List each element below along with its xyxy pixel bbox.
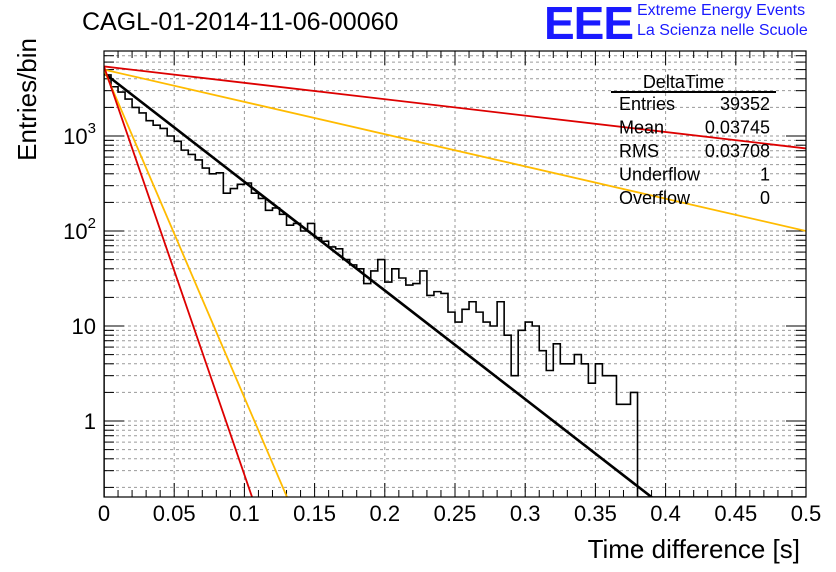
y-axis-title: Entries/bin [12, 38, 42, 161]
x-tick-label: 0.35 [574, 501, 617, 526]
x-tick-label: 0.3 [510, 501, 541, 526]
x-tick-label: 0.5 [791, 501, 822, 526]
stats-box-label: Underflow [619, 165, 701, 185]
x-tick-label: 0.2 [370, 501, 401, 526]
plot-frame [103, 50, 807, 498]
stats-box-label: Overflow [619, 188, 691, 208]
stats-box-value: 1 [760, 165, 770, 185]
logo-line-1: Extreme Energy Events [637, 2, 806, 19]
x-tick-label: 0 [98, 501, 110, 526]
series-line-4 [104, 66, 253, 497]
stats-box-label: Entries [619, 94, 675, 114]
x-tick-label: 0.1 [229, 501, 260, 526]
x-tick-label: 0.15 [293, 501, 336, 526]
series-line-1 [104, 65, 806, 150]
stats-box-value: 0.03708 [705, 141, 770, 161]
grid [104, 51, 806, 497]
y-tick-label: 10 [72, 314, 96, 339]
stats-box-value: 39352 [720, 94, 770, 114]
y-tick-label: 103 [63, 120, 96, 149]
logo-line-2: La Scienza nelle Scuole [637, 22, 808, 39]
series-line-0 [104, 72, 654, 497]
series-line-2 [104, 68, 806, 232]
series-line-3 [104, 69, 288, 497]
y-tick-label: 1 [84, 409, 96, 434]
stats-box-label: Mean [619, 118, 664, 138]
x-tick-label: 0.4 [650, 501, 681, 526]
stats-box-label: RMS [619, 141, 659, 161]
stats-box-title: DeltaTime [643, 72, 724, 92]
x-axis-title: Time difference [s] [588, 534, 800, 564]
histogram-deltatime [104, 74, 806, 497]
eee-logo: EEE [544, 0, 634, 49]
x-tick-label: 0.05 [153, 501, 196, 526]
chart-title: CAGL-01-2014-11-06-00060 [82, 8, 399, 36]
stats-box-value: 0.03745 [705, 118, 770, 138]
x-tick-label: 0.25 [434, 501, 477, 526]
y-tick-label: 102 [63, 215, 96, 244]
x-tick-label: 0.45 [714, 501, 757, 526]
stats-box-value: 0 [760, 188, 770, 208]
